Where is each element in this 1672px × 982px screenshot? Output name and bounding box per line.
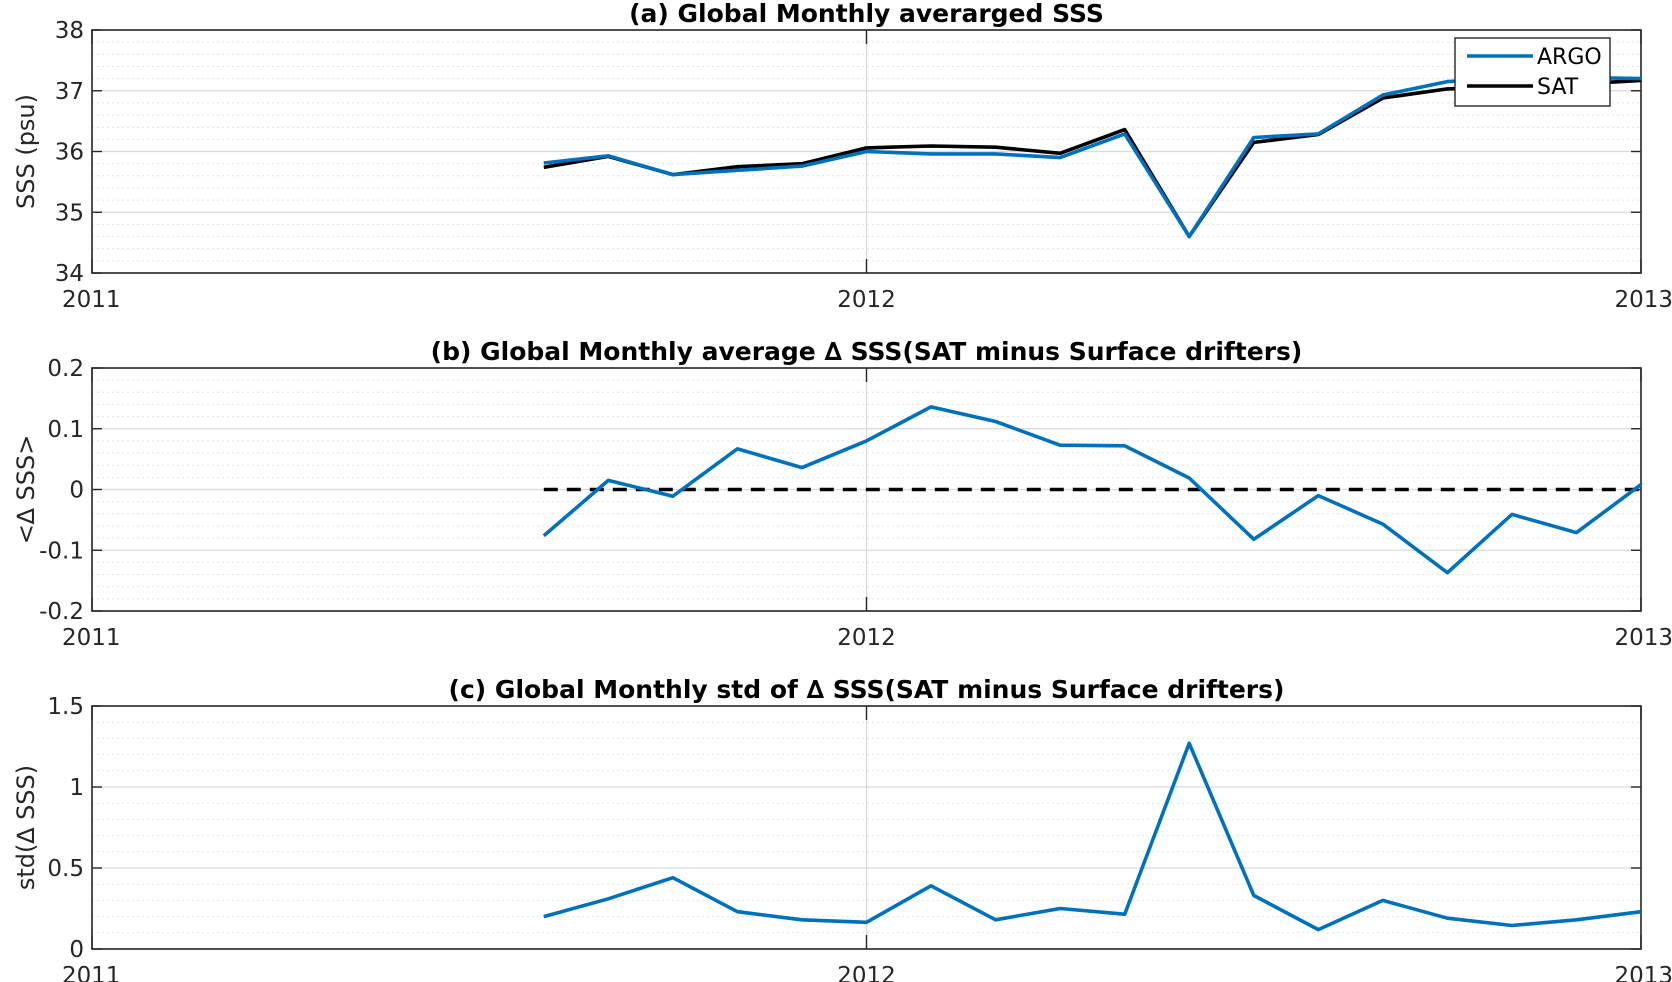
- x-tick-label: 2011: [62, 625, 121, 651]
- y-tick-label: 0.5: [47, 856, 84, 882]
- legend-box: [1454, 37, 1611, 107]
- legend-label: SAT: [1537, 75, 1579, 100]
- x-tick-label: 2012: [837, 625, 896, 651]
- x-tick-label: 2013: [1614, 287, 1672, 313]
- x-tick-label: 2013: [1614, 963, 1672, 982]
- y-tick-label: 35: [55, 200, 84, 226]
- panel-c: 0 0.5 1 1.5 2011 2012 2013 (c) Global Monthly s…: [12, 675, 1672, 982]
- y-tick-label: 37: [55, 79, 84, 105]
- panel-a: 34 35 36 37 38 2011 2012 2013 (a) Global Monthly…: [12, 0, 1672, 313]
- x-tick-label: 2013: [1614, 625, 1672, 651]
- chart-title: (a) Global Monthly averarged SSS: [629, 0, 1104, 28]
- chart-title: (c) Global Monthly std of ∆ SSS(SAT minu…: [449, 675, 1285, 704]
- y-tick-label: 36: [55, 140, 84, 166]
- y-tick-label: 1.5: [47, 694, 84, 720]
- series-line-c-0: [543, 741, 1642, 932]
- y-tick-label: 1: [69, 775, 84, 801]
- y-tick-label: -0.1: [39, 538, 84, 564]
- panel-b: -0.2 -0.1 0 0.1 0.2 2011 2012 2013 (b) Global Mo…: [12, 337, 1672, 651]
- legend-label: ARGO: [1537, 45, 1602, 70]
- y-tick-label: 0.2: [47, 356, 84, 382]
- x-tick-label: 2011: [62, 963, 121, 982]
- y-tick-label: 34: [55, 261, 84, 287]
- y-axis-label: SSS (psu): [12, 94, 40, 209]
- axes-frame: [91, 367, 1642, 612]
- legend: ARGO SAT: [1454, 37, 1611, 107]
- x-tick-label: 2011: [62, 287, 121, 313]
- y-tick-label: -0.2: [39, 599, 84, 625]
- y-tick-label: 0: [69, 937, 84, 963]
- y-axis-label: <∆ SSS>: [12, 435, 40, 545]
- y-tick-label: 0.1: [47, 417, 84, 443]
- x-tick-label: 2012: [837, 963, 896, 982]
- chart-title: (b) Global Monthly average ∆ SSS(SAT min…: [431, 337, 1303, 366]
- y-axis-label: std(∆ SSS): [12, 765, 40, 890]
- series-line-b-0: [542, 405, 1643, 575]
- y-tick-label: 38: [55, 18, 84, 44]
- y-tick-label: 0: [69, 478, 84, 504]
- axes-frame: [91, 705, 1642, 950]
- axes-frame: [91, 29, 1642, 274]
- x-tick-label: 2012: [837, 287, 896, 313]
